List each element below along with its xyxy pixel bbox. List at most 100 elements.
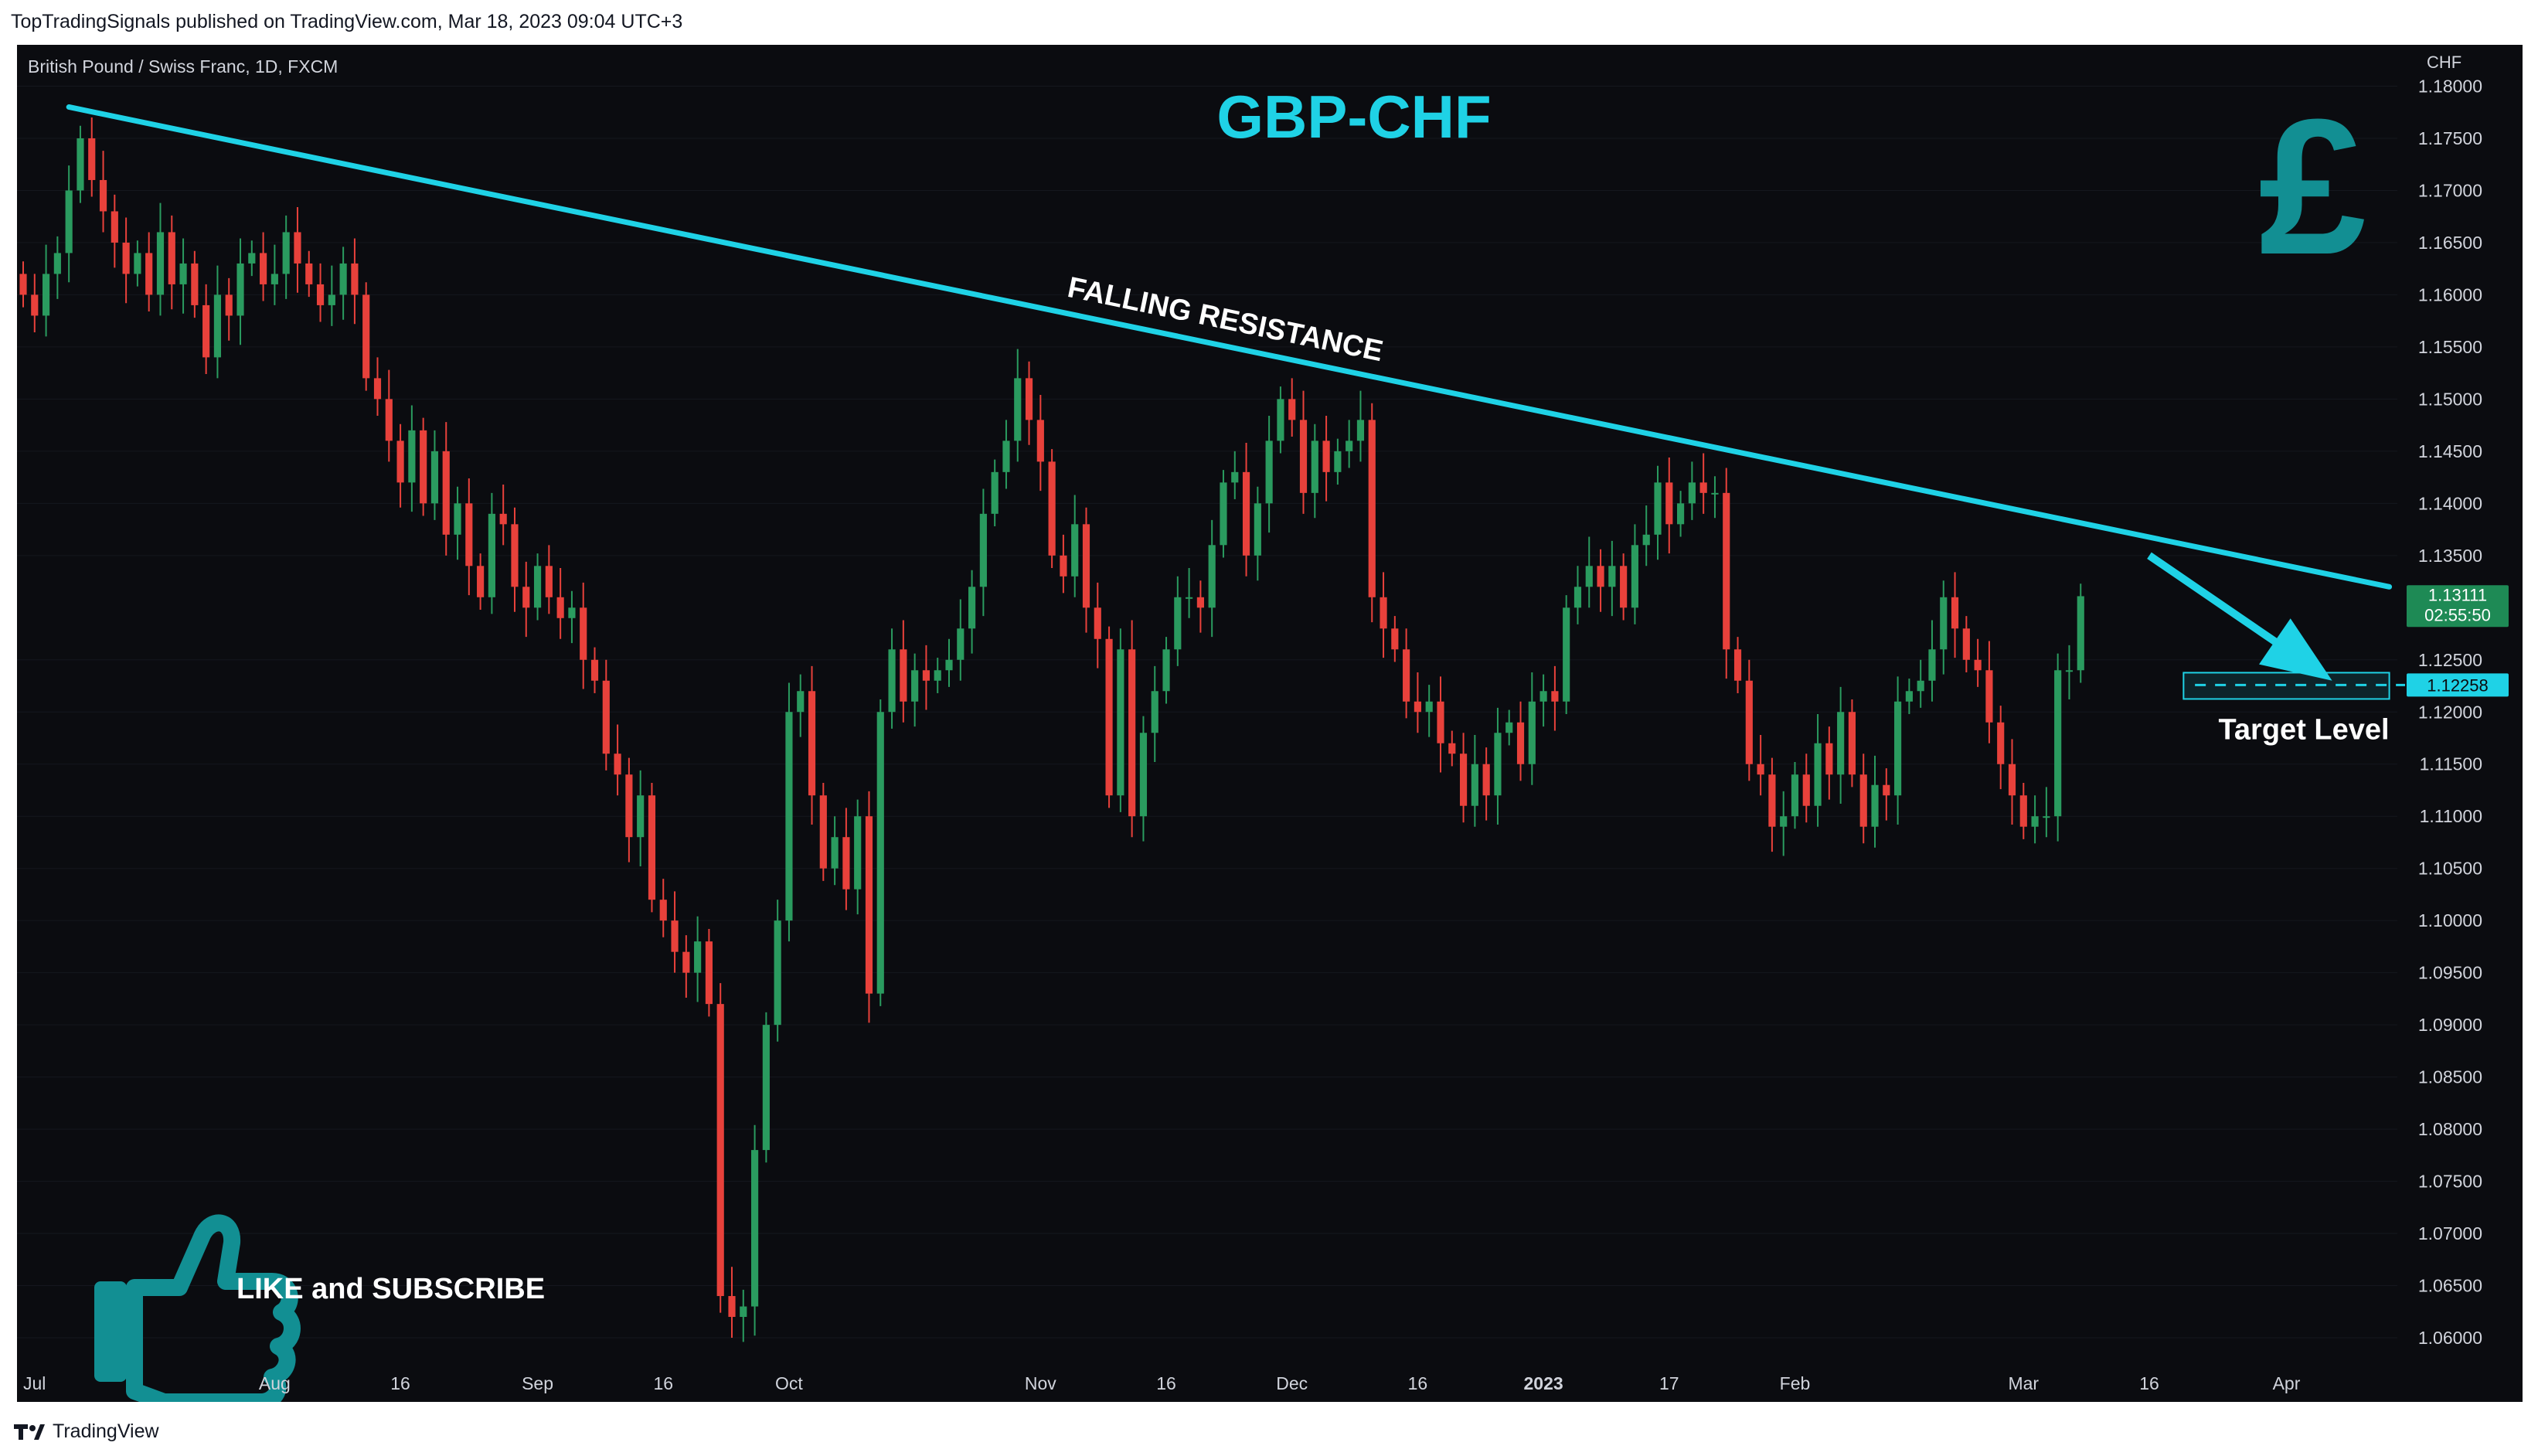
target-price-badge: 1.12258 (2407, 673, 2509, 697)
candle-body (1048, 461, 1056, 556)
candle-body (99, 179, 107, 212)
candle-body (1951, 597, 1959, 629)
candle-body (1516, 722, 1525, 764)
time-tick-label: 16 (653, 1373, 673, 1393)
candle-body (1551, 691, 1559, 702)
candle-body (625, 774, 633, 838)
candle-body (842, 837, 850, 890)
candle-body (122, 242, 130, 274)
candle-body (797, 691, 805, 713)
candle-body (1014, 378, 1022, 441)
candle-body (1905, 691, 1913, 702)
time-tick-label: Dec (1276, 1373, 1308, 1393)
candle-body (430, 451, 439, 504)
candle-body (1620, 566, 1628, 608)
candle-body (1196, 597, 1204, 608)
time-tick-label: Apr (2273, 1373, 2301, 1393)
candle-body (1733, 649, 1742, 681)
price-tick-label: 1.16500 (2418, 233, 2482, 253)
price-chart[interactable]: FALLING RESISTANCE Target Level British … (17, 45, 2523, 1410)
candle-body (533, 566, 542, 608)
candle-body (1677, 503, 1685, 525)
chart-area[interactable]: FALLING RESISTANCE Target Level British … (17, 45, 2523, 1410)
price-tick-label: 1.09000 (2418, 1015, 2482, 1035)
candle-body (922, 670, 930, 681)
time-tick-label: Jul (23, 1373, 46, 1393)
price-tick-label: 1.12000 (2418, 702, 2482, 722)
falling-resistance-line[interactable] (66, 104, 2393, 590)
candle-body (1471, 764, 1478, 806)
candle-body (1837, 712, 1845, 775)
last-price-badge: 1.13111 02:55:50 (2407, 585, 2509, 628)
price-tick-label: 1.15000 (2418, 389, 2482, 409)
like-subscribe-text[interactable]: LIKE and SUBSCRIBE (236, 1273, 545, 1305)
thumbs-up-icon[interactable] (94, 1214, 301, 1410)
candle-body (31, 294, 39, 316)
candle-body (1117, 649, 1124, 796)
candle-body (1425, 701, 1433, 713)
candle-body (134, 253, 141, 274)
candle-body (191, 263, 199, 305)
candle-body (1186, 597, 1193, 599)
candle-body (808, 691, 816, 796)
candle-body (854, 816, 862, 890)
price-tick-label: 1.09500 (2418, 963, 2482, 983)
candle-body (785, 712, 793, 921)
candle-body (488, 513, 495, 597)
candle-body (1105, 638, 1113, 796)
price-tick-label: 1.18000 (2418, 76, 2482, 96)
candle-body (236, 263, 244, 316)
symbol-title: British Pound / Swiss Franc, 1D, FXCM (28, 56, 338, 77)
candle-body (1699, 482, 1707, 493)
candle-body (1002, 441, 1010, 472)
candle-body (1128, 649, 1136, 817)
candle-body (1791, 774, 1799, 817)
candle-body (1265, 441, 1273, 504)
candle-body (1403, 649, 1410, 702)
candle-body (442, 451, 450, 535)
candle-body (225, 294, 233, 316)
candle-body (396, 441, 404, 483)
candle-body (580, 607, 587, 660)
time-tick-label: 2023 (1524, 1373, 1563, 1393)
price-tick-label: 1.10500 (2418, 859, 2482, 879)
candle-body (911, 670, 919, 702)
candle-body (1745, 680, 1753, 764)
price-tick-label: 1.08500 (2418, 1067, 2482, 1087)
candle-body (740, 1306, 747, 1318)
candle-body (260, 253, 267, 284)
trendline-label: FALLING RESISTANCE (1065, 271, 1386, 368)
candle-body (1711, 492, 1719, 495)
target-level-label: Target Level (2219, 713, 2390, 746)
candle-body (1208, 545, 1216, 608)
candle-body (1802, 774, 1810, 806)
candle-body (728, 1296, 736, 1318)
candle-body (1757, 764, 1764, 775)
candle-body (1859, 774, 1867, 827)
candle-body (1825, 743, 1833, 775)
candle-body (716, 1004, 724, 1297)
candle-body (1768, 774, 1776, 827)
candle-body (1094, 607, 1101, 639)
candle-body (1814, 743, 1822, 806)
price-tick-label: 1.17000 (2418, 180, 2482, 200)
candle-body (408, 430, 416, 483)
candle-body (2054, 670, 2062, 817)
candle-body (876, 712, 884, 994)
candle-body (1608, 566, 1616, 587)
price-tick-label: 1.17500 (2418, 128, 2482, 148)
candle-body (1563, 607, 1570, 702)
candle-body (145, 253, 153, 295)
time-axis: Jul Aug 16 Sep 16 Oct Nov 16 Dec 16 2023 17 Feb Mar 16… (23, 1373, 2301, 1393)
price-tick-label: 1.07500 (2418, 1172, 2482, 1192)
candle-body (1585, 566, 1593, 587)
last-price-value: 1.13111 (2428, 585, 2487, 604)
candle-body (1665, 482, 1673, 525)
candle-body (682, 951, 690, 973)
candle-body (316, 284, 325, 305)
candle-body (545, 566, 553, 597)
candle-body (568, 607, 576, 618)
price-tick-label: 1.14500 (2418, 441, 2482, 461)
chart-title: GBP-CHF (1216, 83, 1491, 151)
candle-body (1311, 441, 1318, 493)
